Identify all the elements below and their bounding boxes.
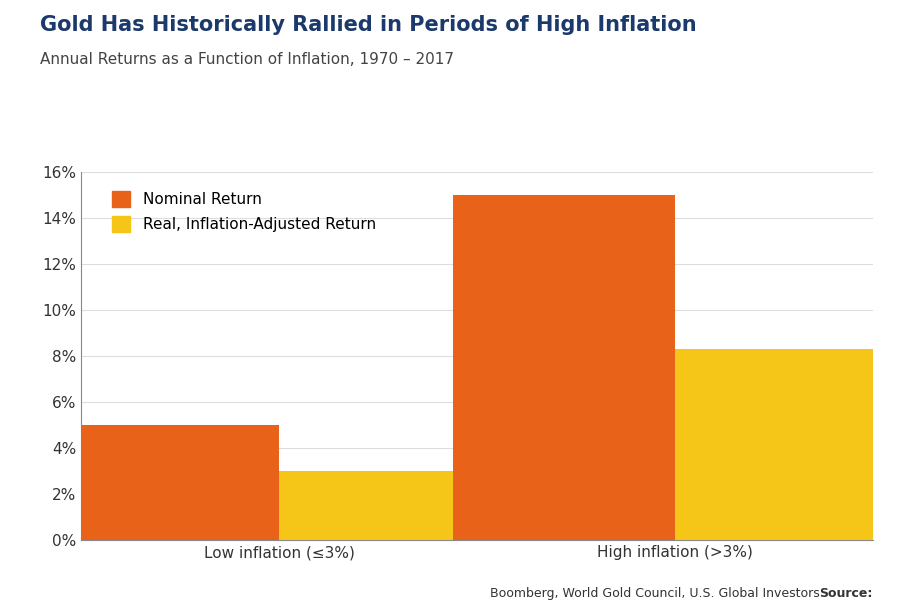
Bar	[58, 425, 279, 540]
Bar	[454, 195, 675, 540]
Text: Source:: Source:	[820, 588, 873, 600]
Text: Annual Returns as a Function of Inflation, 1970 – 2017: Annual Returns as a Function of Inflatio…	[40, 52, 454, 67]
Bar	[279, 472, 500, 540]
Bar	[675, 349, 896, 540]
Legend: Nominal Return, Real, Inflation-Adjusted Return: Nominal Return, Real, Inflation-Adjusted…	[104, 183, 383, 239]
Text: Gold Has Historically Rallied in Periods of High Inflation: Gold Has Historically Rallied in Periods…	[40, 15, 698, 36]
Text: Boomberg, World Gold Council, U.S. Global Investors: Boomberg, World Gold Council, U.S. Globa…	[486, 588, 820, 600]
